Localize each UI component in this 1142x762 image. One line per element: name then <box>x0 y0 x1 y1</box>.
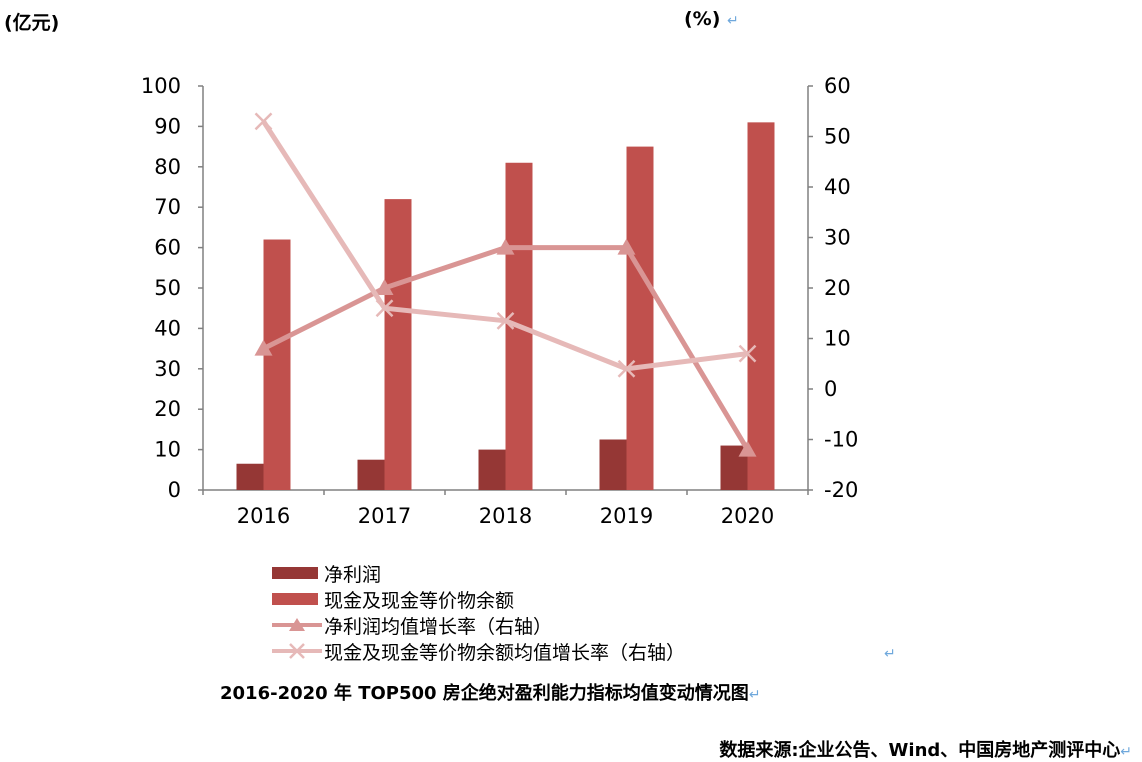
chart-caption: 2016-2020 年 TOP500 房企绝对盈利能力指标均值变动情况图↵ <box>220 679 761 705</box>
x-tick-label: 2018 <box>479 504 532 528</box>
right-axis-unit: (%) ↵ <box>684 8 739 30</box>
legend-swatch-cash <box>272 593 318 605</box>
legend-item-profit-growth: 净利润均值增长率（右轴） <box>272 612 685 638</box>
chart-legend: 净利润 现金及现金等价物余额 净利润均值增长率（右轴） 现金及现金等价物余额均值… <box>272 560 685 664</box>
bar-net-profit-2019 <box>599 439 627 490</box>
left-tick-label: 100 <box>141 74 181 98</box>
legend-swatch-net-profit <box>272 567 318 579</box>
return-mark-icon: ↵ <box>727 13 739 29</box>
x-marker-stroke <box>738 344 757 363</box>
x-marker-stroke <box>496 311 515 330</box>
left-axis-unit-text: (亿元) <box>4 12 60 34</box>
right-tick-label: 40 <box>824 175 851 199</box>
right-tick-label: 10 <box>824 327 851 351</box>
data-source-text: 数据来源:企业公告、Wind、中国房地产测评中心 <box>719 740 1121 761</box>
point-profit-growth-2017 <box>375 279 394 295</box>
point-cash-growth-2020 <box>738 344 757 363</box>
left-tick-label: 10 <box>154 438 181 462</box>
right-axis-unit-text: (%) <box>684 8 721 30</box>
x-marker-stroke <box>254 112 273 131</box>
left-tick-label: 60 <box>154 236 181 260</box>
x-tick-label: 2016 <box>237 504 290 528</box>
legend-item-cash: 现金及现金等价物余额 <box>272 586 685 612</box>
bar-cash-2017 <box>384 199 412 490</box>
bar-net-profit-2018 <box>478 449 506 490</box>
return-mark-icon: ↵ <box>884 646 896 662</box>
return-mark-icon: ↵ <box>1120 744 1132 760</box>
left-tick-label: 40 <box>154 316 181 340</box>
bar-cash-2020 <box>747 122 775 491</box>
x-tick-label: 2017 <box>358 504 411 528</box>
x-marker-stroke <box>617 359 636 378</box>
bar-net-profit-2017 <box>357 459 385 490</box>
x-tick-label: 2019 <box>600 504 653 528</box>
point-cash-growth-2017 <box>375 299 394 318</box>
legend-label-cash: 现金及现金等价物余额 <box>324 589 515 612</box>
left-tick-label: 70 <box>154 195 181 219</box>
left-axis-unit: (亿元) <box>4 8 59 35</box>
right-tick-label: 50 <box>824 125 851 149</box>
x-marker-stroke <box>375 299 394 318</box>
legend-item-net-profit: 净利润 <box>272 560 685 586</box>
left-tick-label: 0 <box>168 478 181 502</box>
legend-label-net-profit: 净利润 <box>324 563 382 586</box>
point-profit-growth-2020 <box>738 440 757 457</box>
return-mark-icon: ↵ <box>748 687 761 703</box>
bar-net-profit-2016 <box>236 463 264 490</box>
point-cash-growth-2016 <box>254 112 273 131</box>
legend-item-cash-growth: 现金及现金等价物余额均值增长率（右轴） <box>272 638 685 664</box>
bar-cash-2019 <box>626 146 654 490</box>
point-cash-growth-2018 <box>496 311 515 330</box>
legend-triangle-line-icon <box>272 618 322 631</box>
left-tick-label: 80 <box>154 155 181 179</box>
legend-x-line-icon <box>272 643 322 659</box>
right-tick-label: -10 <box>824 428 858 452</box>
x-tick-label: 2020 <box>721 504 774 528</box>
right-tick-label: 60 <box>824 74 851 98</box>
bar-cash-2016 <box>263 239 291 490</box>
chart-caption-text: 2016-2020 年 TOP500 房企绝对盈利能力指标均值变动情况图 <box>220 683 749 704</box>
left-tick-label: 20 <box>154 397 181 421</box>
legend-label-profit-growth: 净利润均值增长率（右轴） <box>324 615 553 638</box>
right-tick-label: 0 <box>824 377 837 401</box>
data-source: 数据来源:企业公告、Wind、中国房地产测评中心↵ <box>719 736 1132 762</box>
legend-label-cash-growth: 现金及现金等价物余额均值增长率（右轴） <box>324 641 686 664</box>
right-tick-label: 30 <box>824 226 851 250</box>
right-tick-label: 20 <box>824 276 851 300</box>
chart-plot: 0 10 20 30 40 50 60 70 80 90 100 -20 -10 0 10 20 30 40 50 6… <box>141 74 858 528</box>
left-tick-label: 30 <box>154 357 181 381</box>
left-tick-label: 90 <box>154 114 181 138</box>
point-profit-growth-2016 <box>254 339 273 356</box>
point-profit-growth-2018 <box>496 238 515 255</box>
left-tick-label: 50 <box>154 276 181 300</box>
point-profit-growth-2019 <box>617 238 636 255</box>
point-cash-growth-2019 <box>617 359 636 378</box>
right-tick-label: -20 <box>824 478 858 502</box>
